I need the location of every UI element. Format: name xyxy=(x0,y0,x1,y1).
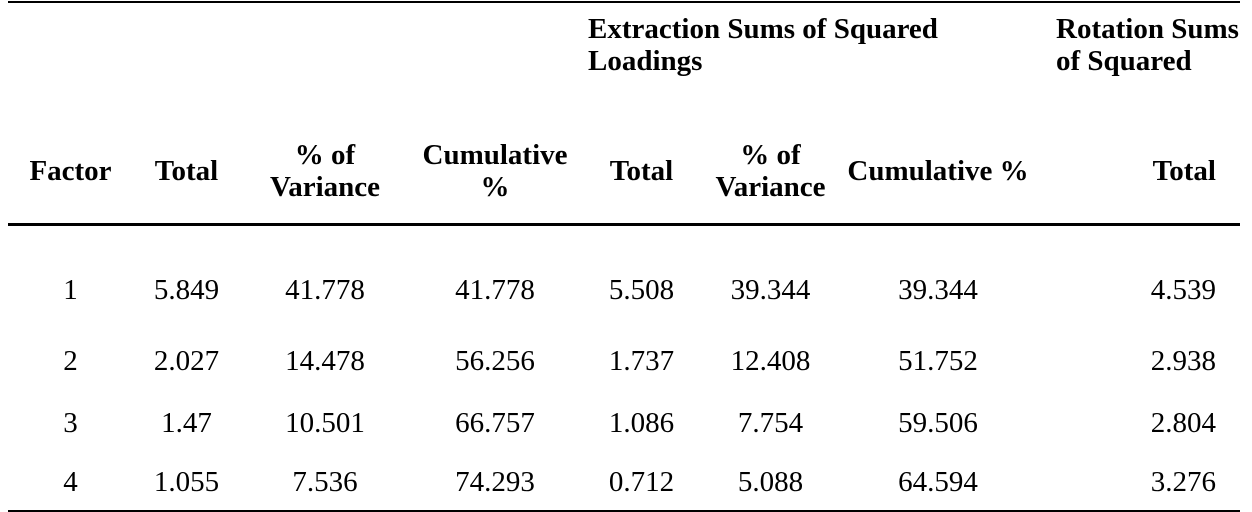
table-cell: 51.752 xyxy=(898,345,978,377)
column-header: Cumulative % xyxy=(410,127,580,226)
column-header: Cumulative % xyxy=(838,127,1038,226)
table-cell: 0.712 xyxy=(580,454,703,512)
group-header-row: Extraction Sums of Squared Loadings Rota… xyxy=(8,1,1240,127)
table-row: 4 1.055 7.536 74.293 0.712 5.088 64.594 … xyxy=(8,454,1240,512)
document-page: Extraction Sums of Squared Loadings Rota… xyxy=(8,1,1240,512)
table-cell: 4.539 xyxy=(1150,274,1216,306)
table-cell: 1.47 xyxy=(161,407,212,439)
table-cell: 59.506 xyxy=(898,407,978,439)
table-cell: 39.344 xyxy=(730,274,811,306)
table-cell: 1.737 xyxy=(608,345,675,377)
table-cell: 39.344 xyxy=(898,274,978,306)
table-cell: 64.594 xyxy=(838,454,1038,512)
table-row: 2 2.027 14.478 56.256 1.737 12.408 51.75… xyxy=(8,330,1240,392)
factor-variance-table: Extraction Sums of Squared Loadings Rota… xyxy=(8,1,1240,512)
column-header-row: Factor Total % of Variance Cumulative % … xyxy=(8,127,1240,226)
column-header: Total xyxy=(1038,127,1240,226)
table-cell: 3 xyxy=(63,407,78,439)
table-cell: 10.501 xyxy=(285,407,365,439)
table-cell: 56.256 xyxy=(455,345,535,377)
table-cell: 2.027 xyxy=(153,345,220,377)
table-cell: 14.478 xyxy=(285,345,365,377)
column-header: % of Variance xyxy=(240,127,410,226)
column-header: Total xyxy=(580,127,703,226)
table-body: 1 5.849 41.778 41.778 5.508 39.344 39.34… xyxy=(8,225,1240,512)
group-header-rotation: Rotation Sums of Squared xyxy=(1038,1,1240,127)
table-cell: 41.778 xyxy=(285,274,365,306)
group-header-blank xyxy=(8,1,580,127)
column-header: Total xyxy=(133,127,240,226)
table-cell: 5.088 xyxy=(703,454,838,512)
table-row: 1 5.849 41.778 41.778 5.508 39.344 39.34… xyxy=(8,225,1240,331)
table-cell: 4 xyxy=(8,454,133,512)
table-cell: 3.276 xyxy=(1038,454,1240,512)
table-cell: 5.508 xyxy=(608,274,675,306)
table-cell: 2.804 xyxy=(1150,407,1216,439)
column-header: % of Variance xyxy=(703,127,838,226)
table-cell: 5.849 xyxy=(153,274,220,306)
table-cell: 12.408 xyxy=(730,345,811,377)
table-cell: 2.938 xyxy=(1150,345,1216,377)
table-cell: 1.086 xyxy=(608,407,675,439)
group-header-extraction: Extraction Sums of Squared Loadings xyxy=(580,1,1038,127)
table-cell: 7.536 xyxy=(240,454,410,512)
table-row: 3 1.47 10.501 66.757 1.086 7.754 59.506 … xyxy=(8,392,1240,454)
table-cell: 2 xyxy=(63,345,78,377)
table-cell: 1.055 xyxy=(133,454,240,512)
table-cell: 66.757 xyxy=(455,407,535,439)
column-header: Factor xyxy=(8,127,133,226)
table-cell: 74.293 xyxy=(410,454,580,512)
table-header: Extraction Sums of Squared Loadings Rota… xyxy=(8,1,1240,226)
table-cell: 1 xyxy=(63,274,78,306)
table-cell: 7.754 xyxy=(737,407,804,439)
table-cell: 41.778 xyxy=(455,274,535,306)
